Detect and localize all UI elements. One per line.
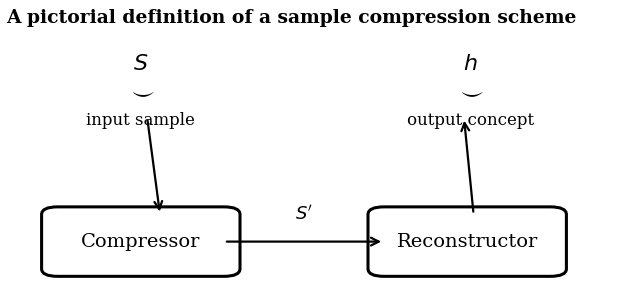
- Text: $S'$: $S'$: [295, 204, 313, 223]
- Text: output concept: output concept: [407, 112, 534, 129]
- Text: $\mathit{h}$: $\mathit{h}$: [463, 53, 477, 76]
- Text: input sample: input sample: [86, 112, 195, 129]
- Text: Reconstructor: Reconstructor: [397, 233, 538, 251]
- Text: Compressor: Compressor: [81, 233, 200, 251]
- Text: $\mathit{S}$: $\mathit{S}$: [133, 53, 148, 76]
- FancyBboxPatch shape: [368, 207, 566, 276]
- FancyBboxPatch shape: [42, 207, 240, 276]
- Text: $\smile$: $\smile$: [456, 81, 484, 103]
- Text: A pictorial definition of a sample compression scheme: A pictorial definition of a sample compr…: [6, 9, 577, 27]
- Text: $\smile$: $\smile$: [127, 81, 155, 103]
